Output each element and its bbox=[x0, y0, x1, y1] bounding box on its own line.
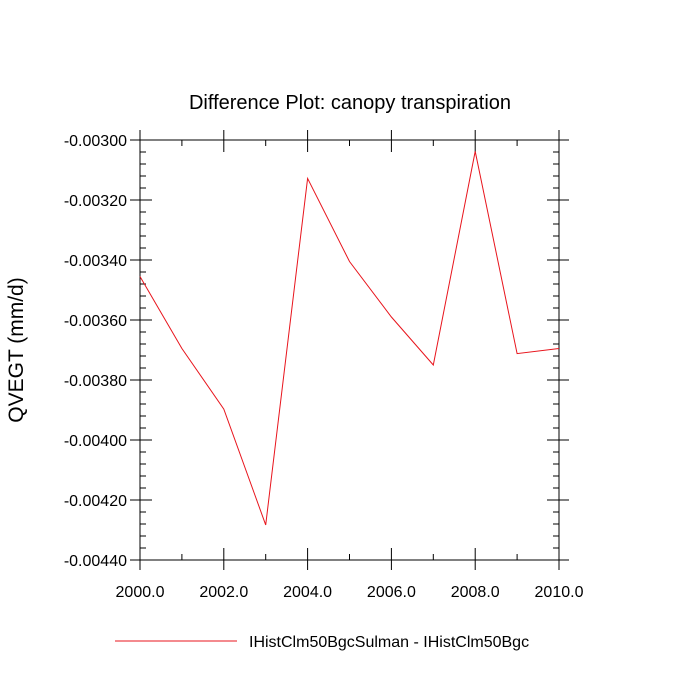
y-axis: -0.00300 -0.00320 -0.00340 -0.00360 -0.00380… bbox=[64, 133, 569, 570]
y-tick-label: -0.00400 bbox=[64, 433, 127, 450]
x-tick-label: 2002.0 bbox=[199, 584, 248, 601]
x-tick-label: 2008.0 bbox=[451, 584, 500, 601]
series-layer bbox=[139, 151, 560, 526]
y-tick-label: -0.00360 bbox=[64, 313, 127, 330]
plot-border bbox=[139, 139, 560, 561]
y-tick-label: -0.00420 bbox=[64, 493, 127, 510]
plot-frame bbox=[139, 139, 560, 561]
x-axis: 2000.0 2002.0 2004.0 2006.0 2008.0 2010.0 bbox=[116, 130, 584, 601]
y-tick-label: -0.00340 bbox=[64, 253, 127, 270]
y-tick-label: -0.00440 bbox=[64, 553, 127, 570]
x-tick-label: 2004.0 bbox=[283, 584, 332, 601]
y-axis-label: QVEGT (mm/d) bbox=[5, 277, 28, 422]
y-tick-label: -0.00320 bbox=[64, 193, 127, 210]
x-tick-label: 2010.0 bbox=[535, 584, 584, 601]
y-tick-label: -0.00300 bbox=[64, 133, 127, 150]
x-tick-label: 2000.0 bbox=[116, 584, 165, 601]
x-tick-label: 2006.0 bbox=[367, 584, 416, 601]
legend-label: IHistClm50BgcSulman - IHistClm50Bgc bbox=[249, 634, 529, 651]
y-tick-label: -0.00380 bbox=[64, 373, 127, 390]
legend: IHistClm50BgcSulman - IHistClm50Bgc bbox=[115, 634, 529, 651]
chart-title: Difference Plot: canopy transpiration bbox=[189, 92, 511, 114]
series-line bbox=[139, 151, 560, 526]
